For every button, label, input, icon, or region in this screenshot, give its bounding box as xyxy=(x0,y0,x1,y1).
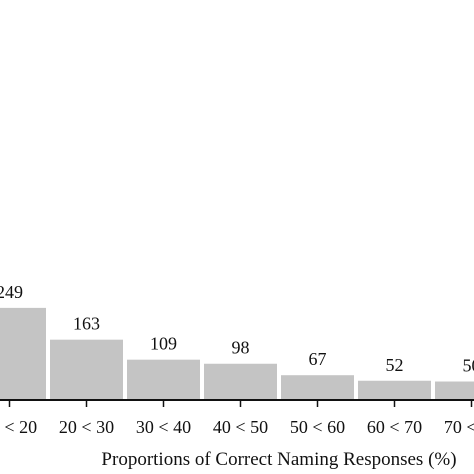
x-tick-labels-group: 10 < 20 20 < 30 30 < 40 40 < 50 50 < 60 60 < … xyxy=(0,417,474,437)
value-label-5: 52 xyxy=(386,355,404,375)
x-tick-label-3: 40 < 50 xyxy=(213,417,268,437)
value-labels-group: 249 163 109 98 67 52 50 xyxy=(0,282,474,376)
bar-1 xyxy=(50,339,123,400)
bar-5 xyxy=(358,380,431,400)
x-tick-label-5: 60 < 70 xyxy=(367,417,422,437)
bar-0 xyxy=(0,307,46,400)
x-tick-label-6: 70 < 80 xyxy=(444,417,474,437)
x-tick-label-4: 50 < 60 xyxy=(290,417,345,437)
value-label-2: 109 xyxy=(150,334,177,354)
value-label-1: 163 xyxy=(73,314,100,334)
value-label-3: 98 xyxy=(232,338,250,358)
bar-3 xyxy=(204,363,277,400)
x-tick-label-1: 20 < 30 xyxy=(59,417,114,437)
chart-title: Proportions of Correct Naming Responses … xyxy=(101,449,456,470)
value-label-0: 249 xyxy=(0,282,23,302)
x-tick-label-2: 30 < 40 xyxy=(136,417,191,437)
bar-6 xyxy=(435,381,474,400)
bar-2 xyxy=(127,359,200,400)
value-label-4: 67 xyxy=(309,349,327,369)
x-tick-label-0: 10 < 20 xyxy=(0,417,37,437)
bars-group xyxy=(0,307,474,400)
x-ticks-group xyxy=(8,400,473,407)
value-label-6: 50 xyxy=(463,356,474,376)
bar-4 xyxy=(281,375,354,400)
